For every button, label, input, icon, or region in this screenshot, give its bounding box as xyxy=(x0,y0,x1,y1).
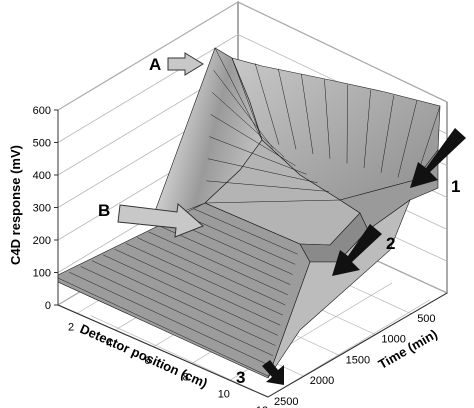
y-tick-label: 1000 xyxy=(381,334,405,346)
annotation-b: B xyxy=(98,201,204,238)
annotation-2-arrow xyxy=(332,224,382,276)
mesh-line xyxy=(80,266,274,356)
mesh-line xyxy=(57,277,269,377)
annotation-3: 3 xyxy=(236,360,284,387)
mesh-line xyxy=(346,84,348,164)
annotation-2-label: 2 xyxy=(386,234,395,253)
annotation-3-label: 3 xyxy=(236,368,245,387)
z-tick-label: 0 xyxy=(45,300,51,312)
x-tick-labels: 2 4 6 8 10 12 xyxy=(68,321,268,408)
x-tick-label: 12 xyxy=(256,405,268,408)
mesh-line xyxy=(214,47,263,141)
mesh-line xyxy=(193,208,298,255)
mesh-line xyxy=(209,136,307,175)
mesh-line xyxy=(159,225,291,285)
mesh-line xyxy=(231,57,263,141)
mesh-line xyxy=(210,114,296,166)
y-tick-label: 2000 xyxy=(310,375,334,387)
x-tick-label: 6 xyxy=(144,355,150,367)
y-tick-label: 500 xyxy=(417,313,435,325)
mesh-line xyxy=(69,272,271,367)
annotation-a-arrow xyxy=(167,52,204,76)
mesh-line xyxy=(103,254,278,336)
annotation-3-arrow xyxy=(262,360,284,385)
z-tick-labels: 0 100 200 300 400 500 600 xyxy=(33,105,58,312)
mesh-line xyxy=(301,73,314,155)
z-tick-label: 100 xyxy=(33,268,51,280)
annotation-1: 1 xyxy=(410,128,466,196)
x-tick-label: 2 xyxy=(68,321,74,333)
x-tick-label: 10 xyxy=(218,388,230,400)
annotation-b-arrow xyxy=(117,203,204,238)
mesh-line xyxy=(213,69,274,149)
y-tick-label: 2500 xyxy=(274,396,298,408)
z-tick-label: 300 xyxy=(33,203,51,215)
mesh-line xyxy=(204,199,341,204)
mesh-line xyxy=(91,260,276,346)
annotation-2: 2 xyxy=(332,224,395,276)
mesh-line xyxy=(206,180,329,192)
response-surface xyxy=(57,47,441,379)
mesh-line xyxy=(277,68,297,150)
x-tick-label: 4 xyxy=(106,338,112,350)
y-tick-labels: 500 1000 1500 2000 2500 xyxy=(274,313,436,408)
annotation-a-label: A xyxy=(149,55,161,74)
z-axis-label: C4D response (mV) xyxy=(8,145,23,265)
mesh-line xyxy=(114,248,281,326)
annotation-1-arrow xyxy=(410,128,466,188)
mesh-line xyxy=(380,95,395,173)
mesh-line xyxy=(148,231,288,295)
mesh-line xyxy=(397,100,418,178)
z-tick-label: 200 xyxy=(33,235,51,247)
annotation-1-label: 1 xyxy=(451,177,460,196)
z-grid-line xyxy=(57,1,448,111)
z-tick-label: 500 xyxy=(33,138,51,150)
mesh-line xyxy=(363,89,371,169)
mesh-line xyxy=(324,79,331,159)
mesh-line xyxy=(254,63,280,145)
mesh-line xyxy=(182,214,296,265)
surface-mesh xyxy=(57,47,441,377)
mesh-line xyxy=(207,158,318,184)
x-tick-label: 8 xyxy=(183,372,189,384)
y-grid-line xyxy=(90,315,269,398)
z-tick-label: 400 xyxy=(33,170,51,182)
mesh-line xyxy=(125,243,283,316)
mesh-line xyxy=(211,92,285,158)
y-tick-label: 1500 xyxy=(346,354,370,366)
z-tick-label: 600 xyxy=(33,105,51,117)
mesh-line xyxy=(204,202,301,245)
annotation-a: A xyxy=(149,52,204,76)
mesh-line xyxy=(137,237,286,306)
annotation-b-label: B xyxy=(98,201,110,220)
